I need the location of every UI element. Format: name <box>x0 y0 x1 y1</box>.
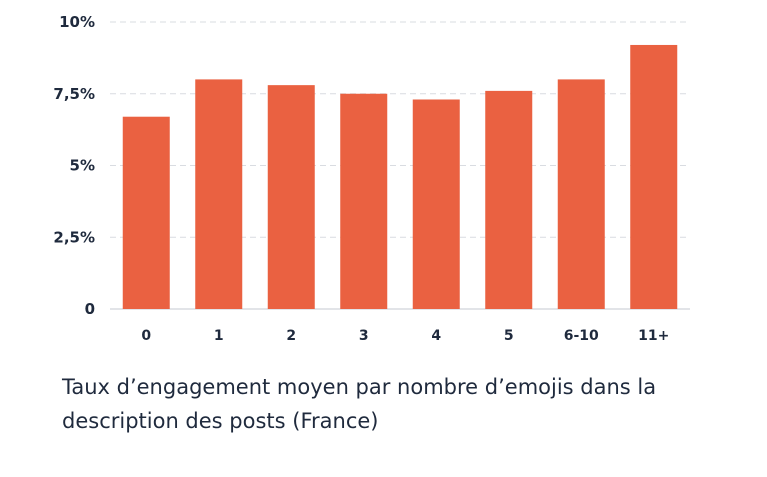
x-tick-label: 5 <box>504 328 514 344</box>
bars <box>122 44 678 310</box>
x-tick-label: 11+ <box>638 328 669 344</box>
x-tick-label: 3 <box>359 328 369 344</box>
x-tick-label: 4 <box>431 328 441 344</box>
bar-4 <box>412 99 460 310</box>
y-tick-label: 5% <box>70 157 95 175</box>
bar-2 <box>267 85 315 309</box>
bar-3 <box>340 93 388 309</box>
bar-11+ <box>630 44 678 310</box>
x-tick-label: 6-10 <box>564 328 599 344</box>
bar-6-10 <box>557 79 605 310</box>
y-axis-ticks: 0 2,5% 5% 7,5% 10% <box>53 13 95 318</box>
bar-1 <box>195 79 243 310</box>
bar-chart: 0 2,5% 5% 7,5% 10% 0 1 2 3 4 5 6-10 11+ <box>53 13 690 344</box>
y-tick-label: 7,5% <box>53 85 95 103</box>
x-tick-label: 1 <box>214 328 224 344</box>
y-tick-label: 0 <box>85 300 95 318</box>
chart-title: Taux d’engagement moyen par nombre d’emo… <box>62 375 657 433</box>
y-tick-label: 2,5% <box>53 228 95 246</box>
x-tick-label: 2 <box>286 328 296 344</box>
bar-0 <box>122 116 170 310</box>
x-axis-ticks: 0 1 2 3 4 5 6-10 11+ <box>141 328 669 344</box>
bar-5 <box>485 90 533 309</box>
y-tick-label: 10% <box>59 13 95 31</box>
x-tick-label: 0 <box>141 328 151 344</box>
